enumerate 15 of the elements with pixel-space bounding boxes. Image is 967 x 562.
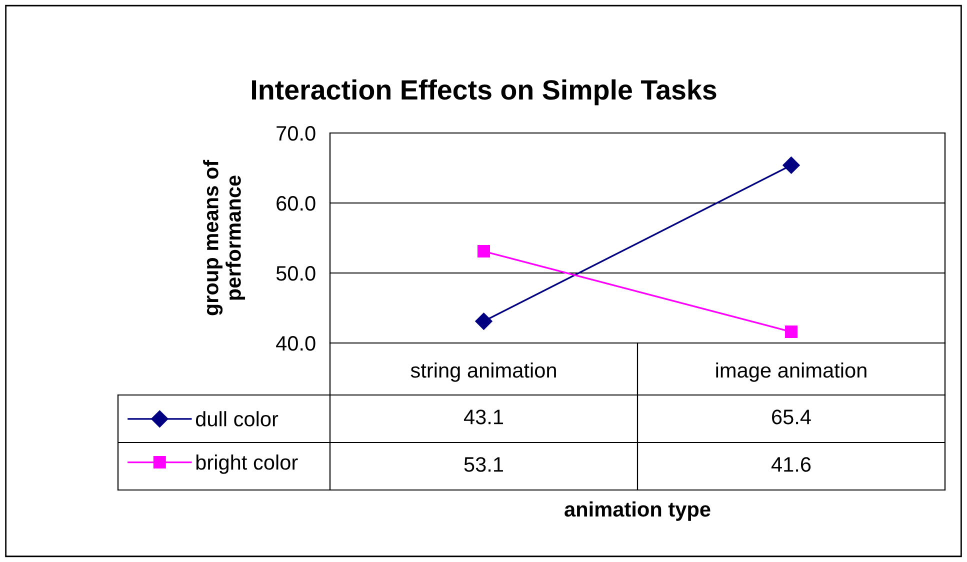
y-tick-label: 40.0: [276, 336, 316, 351]
legend-label: bright color: [196, 454, 298, 474]
legend-label: dull color: [196, 411, 278, 426]
chart-title: Interaction Effects on Simple Tasks: [252, 79, 716, 106]
x-tick-label: string animation: [410, 362, 556, 382]
data-label: 43.1: [464, 410, 504, 424]
data-label: 53.1: [464, 457, 504, 472]
y-tick-label: 60.0: [276, 196, 316, 211]
data-label: 65.4: [772, 410, 811, 424]
x-tick-label: image animation: [716, 362, 866, 382]
text: animation type: [564, 501, 710, 521]
y-axis-title: group means of performance: [203, 160, 246, 316]
y-tick-label: 70.0: [276, 126, 316, 141]
data-label: 41.6: [771, 457, 811, 472]
y-tick-label: 50.0: [276, 266, 316, 281]
